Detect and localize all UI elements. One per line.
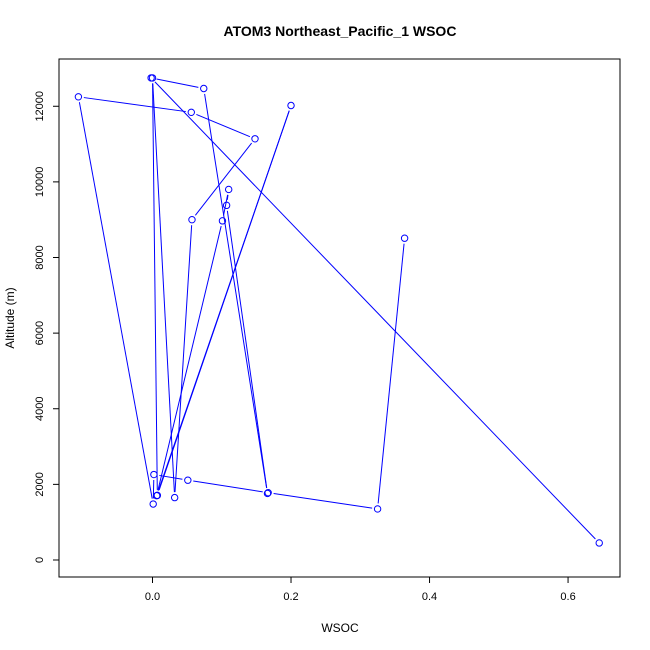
series-line-segment	[156, 78, 199, 88]
series-line-segment	[223, 194, 229, 216]
series-line-segment	[78, 102, 153, 499]
series-line-segment	[83, 97, 186, 113]
data-point	[200, 84, 208, 93]
data-point	[373, 505, 382, 513]
y-axis-label: Altitude (m)	[3, 287, 17, 348]
y-tick-label: 6000	[34, 321, 46, 345]
x-axis: 0.0 0.2 0.4 0.6	[145, 576, 576, 603]
series-line-segment	[152, 83, 175, 493]
y-tick-label: 2000	[34, 472, 46, 496]
data-point	[400, 234, 409, 242]
series-line-segment	[377, 243, 405, 504]
data-point	[149, 500, 157, 508]
y-tick-label: 12000	[34, 91, 46, 122]
series-line-segment	[204, 93, 268, 489]
data-point	[251, 135, 259, 143]
x-tick-label: 0.4	[422, 591, 437, 603]
data-point	[222, 201, 231, 210]
x-tick-label: 0.2	[283, 591, 298, 603]
data-point	[184, 476, 192, 484]
data-point	[170, 493, 179, 502]
series-0	[74, 74, 603, 547]
series-line-segment	[273, 492, 373, 509]
series-line-segment	[226, 194, 229, 200]
series-line-segment	[174, 225, 193, 493]
series-line-segment	[157, 226, 222, 491]
data-point	[224, 185, 233, 194]
y-axis: 0 2000 4000 6000 8000 10000 12000	[34, 91, 60, 563]
series-line-segment	[194, 142, 253, 216]
series-line-segment	[157, 110, 290, 491]
chart-title: ATOM3 Northeast_Pacific_1 WSOC	[224, 23, 457, 39]
y-tick-label: 10000	[34, 167, 46, 198]
x-tick-label: 0.6	[560, 591, 575, 603]
series-line-segment	[196, 113, 251, 138]
series-line-segment	[152, 83, 158, 490]
series-line-segment	[154, 81, 596, 540]
data-point	[74, 93, 83, 101]
data-point	[287, 101, 295, 110]
series-layer	[74, 74, 603, 547]
y-tick-label: 8000	[34, 245, 46, 269]
x-tick-label: 0.0	[145, 591, 160, 603]
y-tick-label: 4000	[34, 397, 46, 421]
data-point	[188, 215, 196, 224]
x-axis-label: WSOC	[321, 621, 359, 635]
data-point	[152, 492, 161, 500]
series-line-segment	[226, 210, 268, 489]
y-tick-label: 0	[34, 557, 46, 563]
data-point	[147, 74, 155, 82]
data-point	[150, 470, 158, 479]
data-point	[187, 108, 195, 117]
data-point	[218, 217, 227, 225]
data-point	[595, 539, 603, 547]
series-line-segment	[193, 480, 263, 493]
data-point	[264, 488, 272, 497]
data-point	[263, 489, 272, 498]
